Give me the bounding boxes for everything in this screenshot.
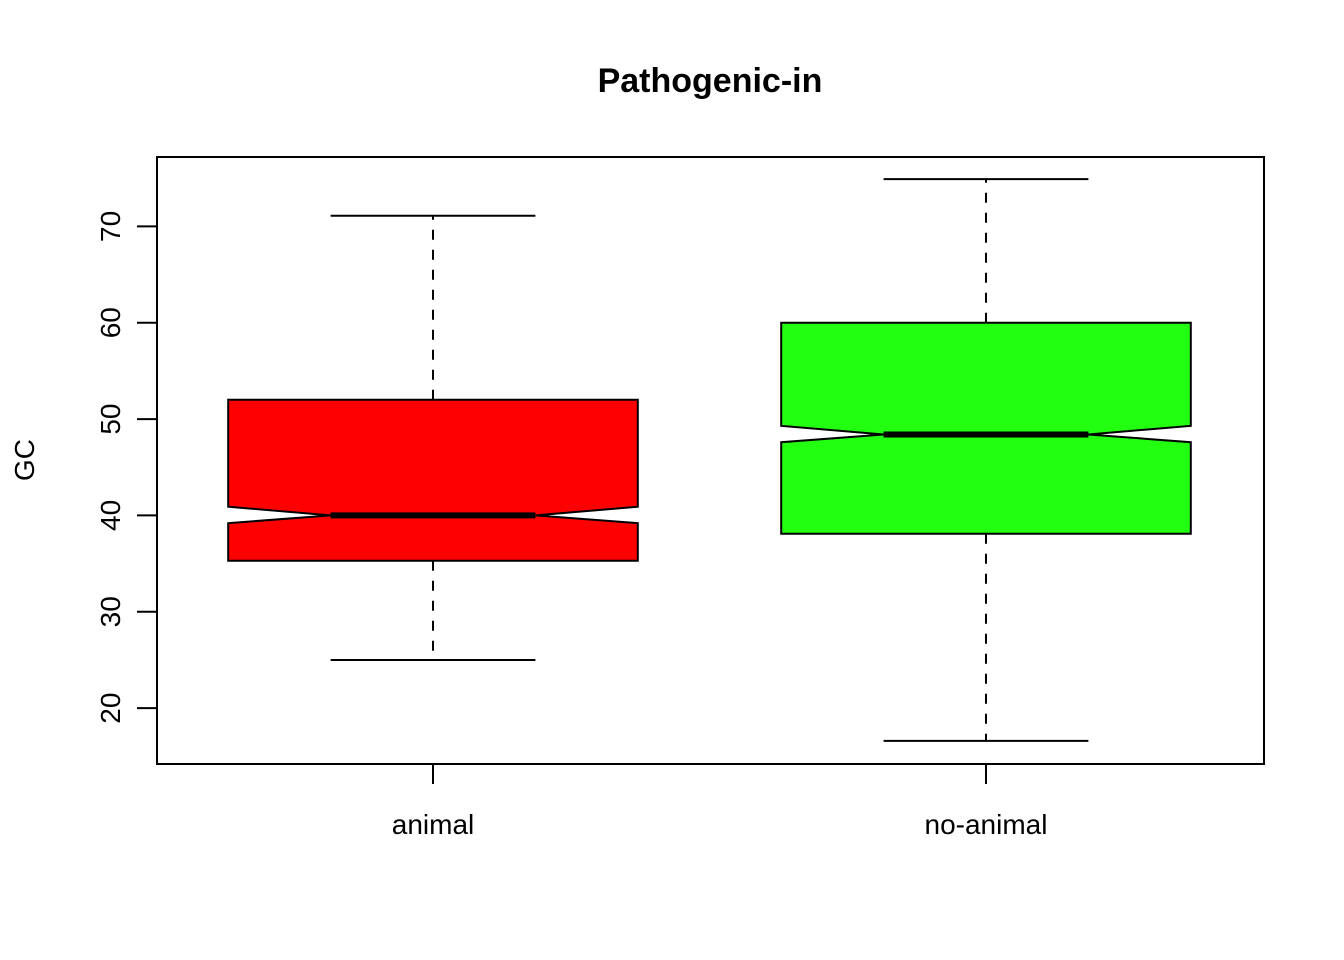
x-tick-label-no-animal: no-animal <box>925 809 1048 840</box>
y-tick-label-50: 50 <box>95 403 126 434</box>
y-tick-label-30: 30 <box>95 596 126 627</box>
y-tick-label-60: 60 <box>95 307 126 338</box>
y-tick-label-40: 40 <box>95 500 126 531</box>
box-body-no-animal <box>780 321 1192 535</box>
box-animal <box>227 214 639 661</box>
boxes-group <box>227 178 1192 742</box>
y-tick-label-70: 70 <box>95 211 126 242</box>
y-tick-label-20: 20 <box>95 693 126 724</box>
x-tick-label-animal: animal <box>392 809 474 840</box>
box-no-animal <box>780 178 1192 742</box>
x-axis: animal no-animal <box>392 764 1048 840</box>
y-axis: 20 30 40 50 60 70 <box>95 211 157 724</box>
y-axis-label: GC <box>9 439 40 481</box>
box-body-animal <box>227 398 639 562</box>
plot-frame <box>156 156 1265 765</box>
chart-title: Pathogenic-in <box>598 62 823 100</box>
